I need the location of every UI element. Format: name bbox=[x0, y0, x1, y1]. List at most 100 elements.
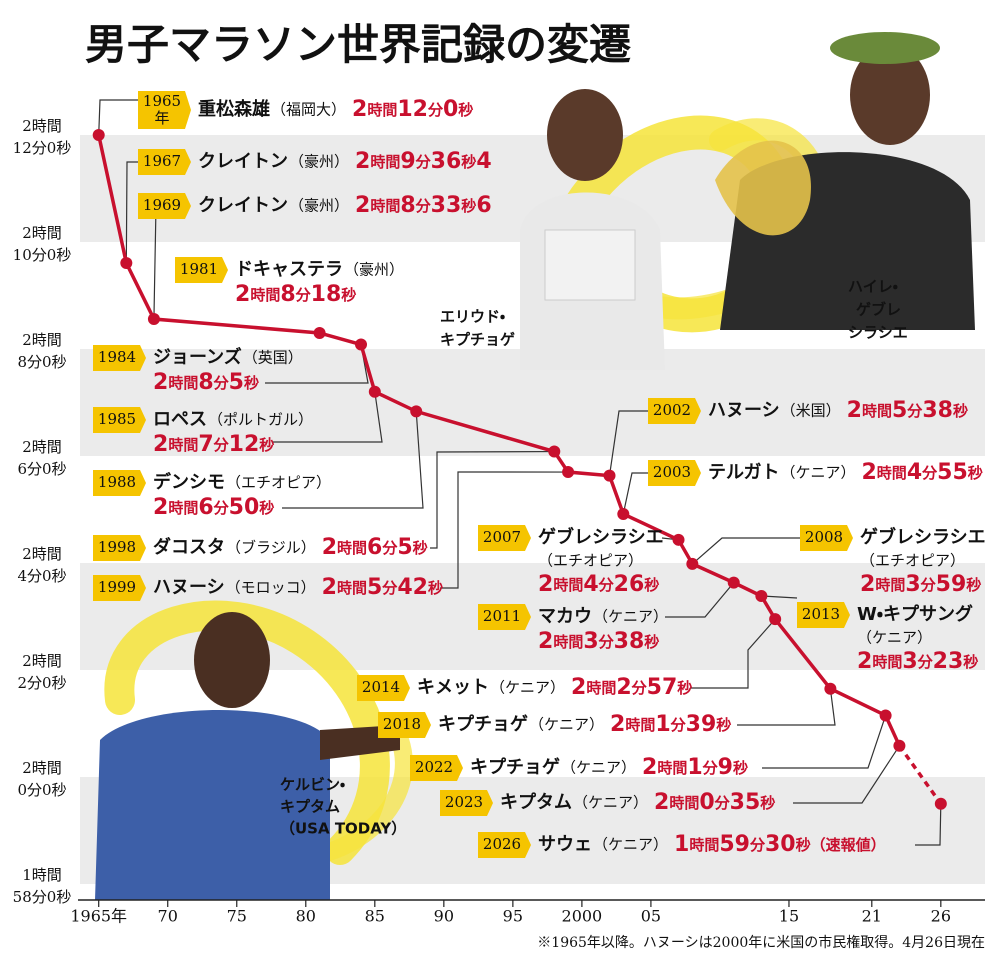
runner-country: （英国） bbox=[243, 349, 303, 367]
year-tag bbox=[138, 193, 191, 219]
runner-name: マカウ bbox=[538, 606, 592, 627]
photo-caption: キプチョゲ bbox=[440, 331, 515, 349]
year-label: 2026 bbox=[483, 835, 521, 853]
record-point bbox=[548, 445, 561, 458]
year-tag bbox=[138, 91, 191, 129]
runner-country: （ケニア） bbox=[857, 629, 932, 647]
year-label: 2013 bbox=[802, 605, 840, 623]
record-line-provisional bbox=[897, 744, 943, 805]
record-time: 1時間59分30秒（速報値） bbox=[674, 832, 886, 857]
record-point bbox=[672, 533, 685, 546]
runner-country: （ブラジル） bbox=[226, 539, 316, 557]
year-label: 2002 bbox=[653, 401, 691, 419]
y-tick-label: 2時間 2分0秒 bbox=[17, 652, 66, 692]
photo-caption: エリウド・ bbox=[440, 308, 505, 326]
record-point bbox=[368, 385, 381, 398]
x-tick-label: 1965年 bbox=[70, 907, 127, 926]
year-tag bbox=[410, 755, 463, 781]
year-tag bbox=[93, 470, 146, 496]
y-tick-label: 2時間 10分0秒 bbox=[13, 224, 72, 264]
leader-line bbox=[282, 411, 424, 509]
record-time: 2時間3分59秒 bbox=[860, 572, 981, 597]
line-layer bbox=[92, 129, 947, 810]
runner-name: ゲブレシラシエ bbox=[860, 526, 986, 548]
year-tag bbox=[93, 407, 146, 433]
year-tag bbox=[797, 602, 850, 628]
runner-country: （福岡大） bbox=[271, 101, 346, 119]
year-label: 1999 bbox=[98, 578, 136, 596]
runner-name: クレイトン bbox=[198, 195, 288, 216]
year-label: 2022 bbox=[415, 758, 453, 776]
runner-name: ロペス bbox=[153, 409, 207, 430]
record-time: 2時間8分5秒 bbox=[153, 370, 259, 395]
y-tick-label: 2時間 4分0秒 bbox=[17, 545, 66, 585]
year-tag bbox=[648, 460, 701, 486]
record-time: 2時間8分33秒6 bbox=[355, 193, 492, 218]
leader-line bbox=[608, 410, 648, 476]
leader-line bbox=[272, 391, 383, 443]
year-label: 2018 bbox=[383, 715, 421, 733]
runner-name: ジョーンズ bbox=[153, 346, 242, 368]
record-time: 2時間4分26秒 bbox=[538, 572, 659, 597]
x-tick-label: 85 bbox=[365, 907, 385, 926]
runner-name: キプチョゲ bbox=[470, 756, 560, 778]
record-time: 2時間0分35秒 bbox=[654, 790, 775, 815]
year-tag bbox=[440, 790, 493, 816]
runner-name: キプタム bbox=[500, 791, 572, 813]
record-point bbox=[879, 709, 892, 722]
runner-country: （ケニア） bbox=[593, 836, 668, 854]
leader-line bbox=[915, 803, 942, 846]
record-point bbox=[410, 405, 423, 418]
year-tag bbox=[93, 535, 146, 561]
runner-country: （豪州） bbox=[289, 153, 349, 171]
runner-name: ゲブレシラシエ bbox=[538, 526, 664, 548]
record-time: 2時間7分12秒 bbox=[153, 432, 274, 457]
x-tick-label: 21 bbox=[862, 907, 882, 926]
leader-line bbox=[691, 537, 800, 565]
y-tick-label: 2時間 6分0秒 bbox=[17, 438, 66, 478]
leader-line bbox=[440, 471, 569, 589]
photo-caption: ケルビン・ bbox=[280, 776, 345, 794]
record-point bbox=[147, 313, 160, 326]
leader-line bbox=[690, 618, 776, 689]
record-time: 2時間12分0秒 bbox=[352, 97, 473, 122]
runner-country: （エチオピア） bbox=[226, 474, 331, 492]
photo-caption: ハイレ・ bbox=[848, 278, 898, 296]
chart-title: 男子マラソン世界記録の変遷 bbox=[85, 20, 631, 69]
record-point bbox=[120, 257, 133, 270]
year-label: 2014 bbox=[362, 678, 400, 696]
leader-line bbox=[665, 582, 735, 618]
y-tick-label: 2時間 8分0秒 bbox=[17, 331, 66, 371]
record-time: 2時間4分55秒 bbox=[861, 460, 982, 485]
runner-country: （ケニア） bbox=[529, 716, 604, 734]
photo-gebrselassie bbox=[715, 32, 975, 330]
year-label: 2008 bbox=[805, 528, 843, 546]
x-tick-label: 75 bbox=[227, 907, 247, 926]
record-point bbox=[755, 589, 768, 602]
leader-line bbox=[793, 745, 900, 804]
record-time: 2時間5分42秒 bbox=[322, 575, 443, 600]
record-point bbox=[603, 469, 616, 482]
year-label: 2007 bbox=[483, 528, 521, 546]
leader-line bbox=[737, 688, 836, 726]
runner-country: （ケニア） bbox=[573, 794, 648, 812]
year-label: 2023 bbox=[445, 793, 483, 811]
year-label: 1985 bbox=[98, 410, 136, 428]
photo-caption: （USA TODAY） bbox=[280, 820, 406, 838]
runner-country: （エチオピア） bbox=[538, 552, 643, 570]
record-point bbox=[313, 326, 326, 339]
x-tick-label: 15 bbox=[779, 907, 799, 926]
runner-name: 重松森雄 bbox=[198, 98, 270, 120]
photo-caption: シラシエ bbox=[848, 324, 908, 342]
x-tick-label: 70 bbox=[158, 907, 178, 926]
runner-name: ハヌーシ bbox=[153, 577, 225, 598]
year-tag bbox=[378, 712, 431, 738]
record-point bbox=[92, 129, 105, 141]
record-time: 2時間1分9秒 bbox=[642, 755, 748, 780]
runner-name: クレイトン bbox=[198, 151, 288, 172]
record-point bbox=[686, 557, 699, 570]
runner-country: （ケニア） bbox=[561, 759, 636, 777]
runner-name: キプチョゲ bbox=[438, 713, 528, 735]
year-label: 2011 bbox=[483, 607, 521, 625]
